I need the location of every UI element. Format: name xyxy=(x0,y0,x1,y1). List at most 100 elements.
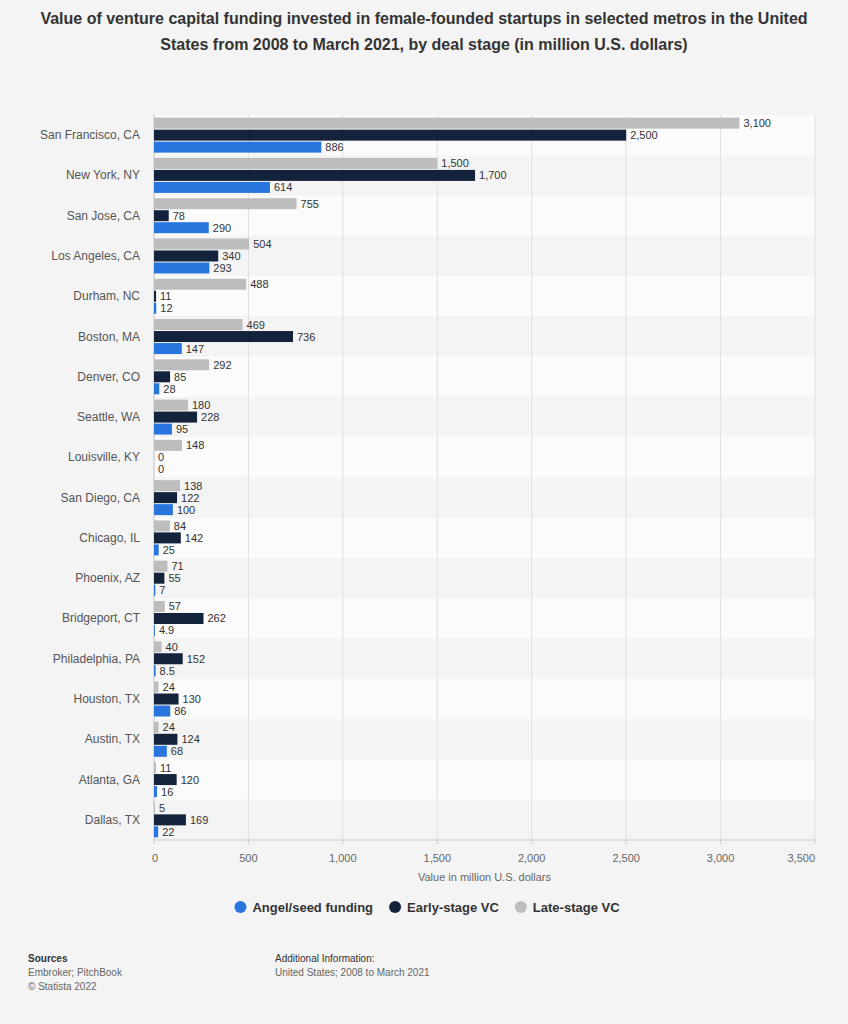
tick-label: 1,500 xyxy=(424,852,452,864)
row-band xyxy=(154,478,815,518)
bar xyxy=(154,262,209,273)
data-label: 5 xyxy=(159,802,165,814)
legend-item: Late-stage VC xyxy=(515,900,620,915)
category-label: San Francisco, CA xyxy=(40,128,140,142)
category-label: Seattle, WA xyxy=(77,410,140,424)
category-label: Philadelphia, PA xyxy=(53,652,140,666)
row-band xyxy=(154,316,815,356)
row-band xyxy=(154,719,815,759)
data-label: 85 xyxy=(174,371,186,383)
title-line: Value of venture capital funding investe… xyxy=(40,10,807,27)
row-band xyxy=(154,518,815,558)
bar xyxy=(154,319,243,330)
category-label: Phoenix, AZ xyxy=(75,571,140,585)
category-labels: San Francisco, CANew York, NYSan Jose, C… xyxy=(40,128,141,827)
data-label: 180 xyxy=(192,399,210,411)
data-label: 614 xyxy=(274,181,292,193)
data-label: 12 xyxy=(160,302,172,314)
footer: SourcesEmbroker; PitchBook© Statista 202… xyxy=(28,953,430,992)
bar xyxy=(154,573,164,584)
row-band xyxy=(154,679,815,719)
data-label: 122 xyxy=(181,492,199,504)
bar xyxy=(154,142,321,153)
bars xyxy=(154,118,739,838)
bar xyxy=(154,222,209,233)
data-label: 152 xyxy=(187,653,205,665)
category-label: Chicago, IL xyxy=(79,531,140,545)
grid-line xyxy=(720,115,721,840)
bar xyxy=(154,561,167,572)
bar xyxy=(154,250,218,261)
data-label: 95 xyxy=(176,423,188,435)
category-label: Bridgeport, CT xyxy=(62,611,141,625)
bar xyxy=(154,601,165,612)
category-label: Houston, TX xyxy=(74,692,140,706)
legend-item: Angel/seed funding xyxy=(234,900,373,915)
bar xyxy=(154,400,188,411)
title: Value of venture capital funding investe… xyxy=(40,10,807,53)
legend-marker xyxy=(515,901,527,913)
data-label: 169 xyxy=(190,814,208,826)
bar xyxy=(154,182,270,193)
data-label: 120 xyxy=(181,774,199,786)
data-label: 84 xyxy=(174,520,186,532)
bar xyxy=(154,371,170,382)
data-label: 755 xyxy=(301,198,319,210)
data-label: 24 xyxy=(163,721,175,733)
data-label: 488 xyxy=(250,278,268,290)
legend-item: Early-stage VC xyxy=(389,900,499,915)
data-label: 290 xyxy=(213,222,231,234)
data-label: 262 xyxy=(207,612,225,624)
data-labels: 88661429029312147289501002574.98.5866816… xyxy=(158,117,771,838)
bar xyxy=(154,786,157,797)
legend: Angel/seed funding Early-stage VC Late-sta… xyxy=(234,900,620,915)
annotation: Sources xyxy=(28,953,68,964)
category-label: San Jose, CA xyxy=(67,209,140,223)
data-label: 504 xyxy=(253,238,271,250)
bar xyxy=(154,585,155,596)
bar xyxy=(154,613,203,624)
bar xyxy=(154,440,182,451)
tick-mark xyxy=(815,840,816,844)
tick-label: 500 xyxy=(239,852,257,864)
data-label: 57 xyxy=(169,600,181,612)
row-band xyxy=(154,639,815,679)
tick-label: 3,500 xyxy=(787,852,815,864)
data-label: 40 xyxy=(166,641,178,653)
grid-line xyxy=(815,115,816,840)
grid-line xyxy=(437,115,438,840)
annotation: Embroker; PitchBook xyxy=(28,967,123,978)
bar xyxy=(154,412,197,423)
bar xyxy=(154,198,297,209)
data-label: 292 xyxy=(213,359,231,371)
data-label: 124 xyxy=(181,733,199,745)
data-label: 86 xyxy=(174,705,186,717)
row-band xyxy=(154,196,815,236)
data-label: 228 xyxy=(201,411,219,423)
data-label: 55 xyxy=(168,572,180,584)
tick-label: 2,500 xyxy=(612,852,640,864)
grid-line xyxy=(531,115,532,840)
bar xyxy=(154,625,155,636)
bar xyxy=(154,118,739,129)
data-label: 11 xyxy=(160,762,171,774)
data-label: 736 xyxy=(297,331,315,343)
category-label: Atlanta, GA xyxy=(79,773,140,787)
bar xyxy=(154,331,293,342)
data-label: 886 xyxy=(325,141,343,153)
category-label: Durham, NC xyxy=(73,289,140,303)
data-label: 28 xyxy=(163,383,175,395)
data-label: 24 xyxy=(163,681,175,693)
tick-mark xyxy=(342,840,343,844)
category-label: Louisville, KY xyxy=(68,450,140,464)
data-label: 4.9 xyxy=(159,624,174,636)
bar xyxy=(154,279,246,290)
bar xyxy=(154,706,170,717)
tick-mark xyxy=(248,840,249,844)
data-label: 1,500 xyxy=(441,157,469,169)
bar xyxy=(154,682,159,693)
legend-marker xyxy=(234,901,246,913)
bar xyxy=(154,464,155,475)
bar xyxy=(154,359,209,370)
row-band xyxy=(154,759,815,799)
